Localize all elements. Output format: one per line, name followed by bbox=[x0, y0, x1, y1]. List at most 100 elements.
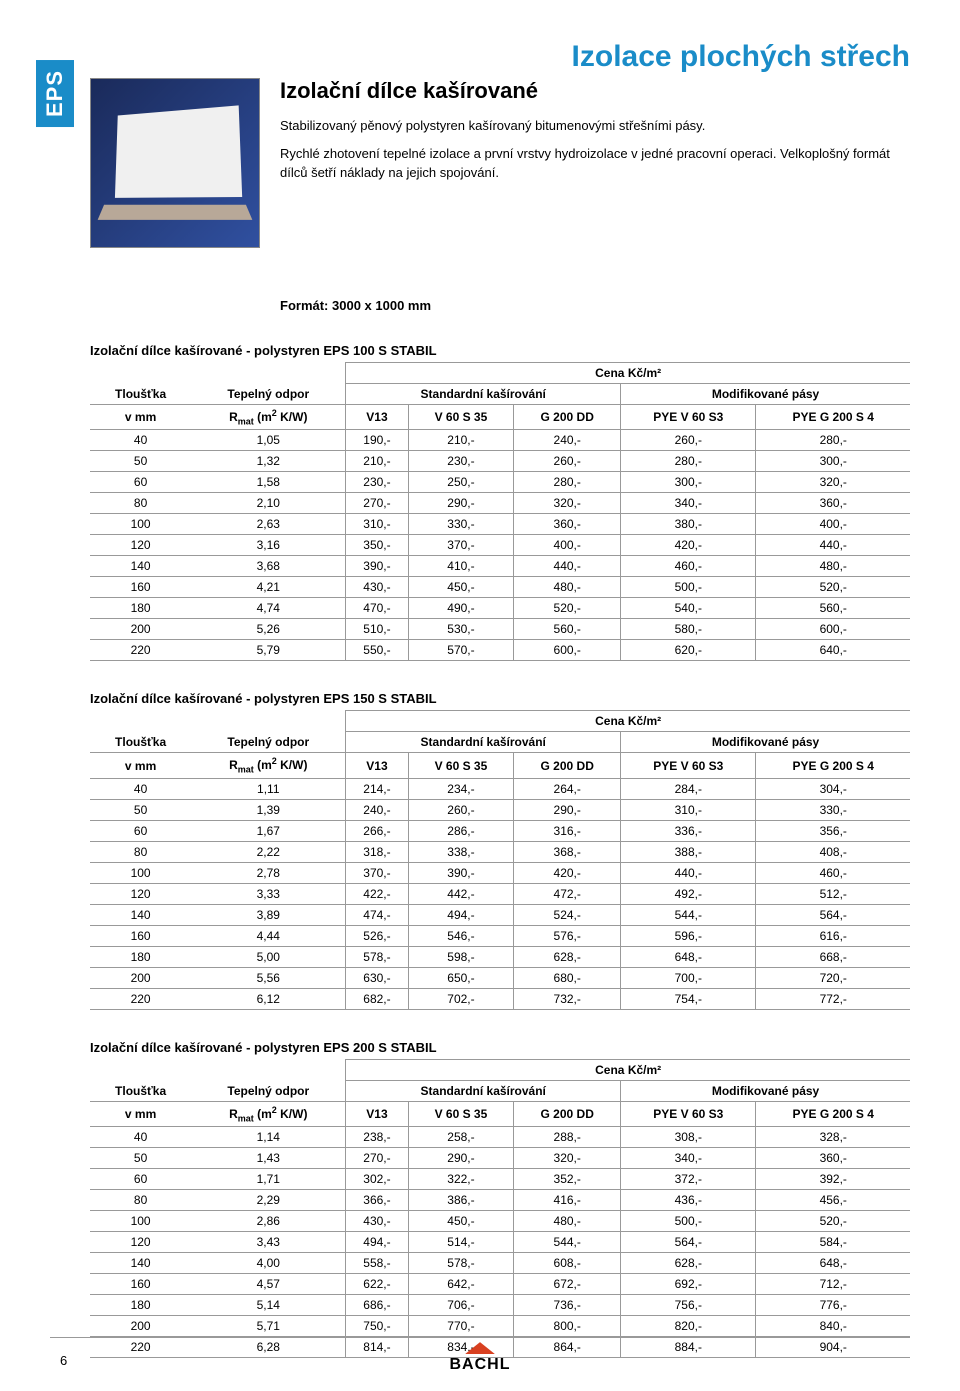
table-cell: 494,- bbox=[346, 1232, 408, 1253]
table-cell: 3,43 bbox=[191, 1232, 346, 1253]
col-v60: V 60 S 35 bbox=[408, 405, 514, 430]
table-cell: 328,- bbox=[756, 1127, 910, 1148]
table-cell: 480,- bbox=[756, 556, 910, 577]
table-cell: 1,11 bbox=[191, 778, 346, 799]
table-cell: 450,- bbox=[408, 577, 514, 598]
price-table: Cena Kč/m²TloušťkaTepelný odporStandardn… bbox=[90, 710, 910, 1009]
table-cell: 800,- bbox=[514, 1316, 621, 1337]
col-g200: G 200 DD bbox=[514, 1101, 621, 1126]
col-resist: Tepelný odpor bbox=[191, 384, 346, 405]
table-row: 501,32210,-230,-260,-280,-300,- bbox=[90, 451, 910, 472]
col-v60: V 60 S 35 bbox=[408, 753, 514, 778]
col-resist-unit: Rmat (m2 K/W) bbox=[191, 753, 346, 778]
table-cell: 200 bbox=[90, 967, 191, 988]
table-cell: 600,- bbox=[514, 640, 621, 661]
table-cell: 544,- bbox=[621, 904, 756, 925]
table-cell: 60 bbox=[90, 472, 191, 493]
table-row: 2206,12682,-702,-732,-754,-772,- bbox=[90, 988, 910, 1009]
table-cell: 80 bbox=[90, 841, 191, 862]
col-g200: G 200 DD bbox=[514, 753, 621, 778]
product-image bbox=[90, 78, 260, 248]
table-cell: 560,- bbox=[514, 619, 621, 640]
table-cell: 40 bbox=[90, 430, 191, 451]
subtitle: Izolační dílce kašírované bbox=[280, 78, 910, 104]
table-cell: 430,- bbox=[346, 1211, 408, 1232]
table-cell: 420,- bbox=[514, 862, 621, 883]
table-cell: 4,44 bbox=[191, 925, 346, 946]
table-cell: 250,- bbox=[408, 472, 514, 493]
table-cell: 308,- bbox=[621, 1127, 756, 1148]
table-cell: 564,- bbox=[756, 904, 910, 925]
table-cell: 340,- bbox=[621, 1148, 756, 1169]
table-cell: 460,- bbox=[621, 556, 756, 577]
table-cell: 578,- bbox=[346, 946, 408, 967]
table-cell: 214,- bbox=[346, 778, 408, 799]
table-cell: 4,57 bbox=[191, 1274, 346, 1295]
price-unit-header: Cena Kč/m² bbox=[346, 711, 910, 732]
table-row: 802,22318,-338,-368,-388,-408,- bbox=[90, 841, 910, 862]
table-cell: 100 bbox=[90, 514, 191, 535]
col-thickness: Tloušťka bbox=[90, 732, 191, 753]
table-cell: 140 bbox=[90, 1253, 191, 1274]
table-cell: 672,- bbox=[514, 1274, 621, 1295]
table-cell: 5,26 bbox=[191, 619, 346, 640]
table-cell: 2,86 bbox=[191, 1211, 346, 1232]
table-cell: 558,- bbox=[346, 1253, 408, 1274]
table-cell: 160 bbox=[90, 1274, 191, 1295]
table-cell: 120 bbox=[90, 883, 191, 904]
table-cell: 512,- bbox=[756, 883, 910, 904]
table-cell: 238,- bbox=[346, 1127, 408, 1148]
table-cell: 5,14 bbox=[191, 1295, 346, 1316]
table-cell: 440,- bbox=[514, 556, 621, 577]
col-group-mod: Modifikované pásy bbox=[621, 384, 910, 405]
table-cell: 530,- bbox=[408, 619, 514, 640]
table-cell: 608,- bbox=[514, 1253, 621, 1274]
table-cell: 4,74 bbox=[191, 598, 346, 619]
table-cell: 120 bbox=[90, 1232, 191, 1253]
table-cell: 100 bbox=[90, 1211, 191, 1232]
table-cell: 500,- bbox=[621, 1211, 756, 1232]
table-cell: 372,- bbox=[621, 1169, 756, 1190]
table-cell: 390,- bbox=[408, 862, 514, 883]
table-cell: 3,33 bbox=[191, 883, 346, 904]
brand-logo: BACHL bbox=[450, 1342, 511, 1374]
table-cell: 648,- bbox=[621, 946, 756, 967]
table-cell: 680,- bbox=[514, 967, 621, 988]
col-pyeg200: PYE G 200 S 4 bbox=[756, 753, 910, 778]
table-cell: 140 bbox=[90, 556, 191, 577]
format-label: Formát: 3000 x 1000 mm bbox=[280, 298, 910, 313]
table-cell: 450,- bbox=[408, 1211, 514, 1232]
table-cell: 400,- bbox=[756, 514, 910, 535]
table-cell: 80 bbox=[90, 1190, 191, 1211]
price-table: Cena Kč/m²TloušťkaTepelný odporStandardn… bbox=[90, 1059, 910, 1358]
table-row: 2005,71750,-770,-800,-820,-840,- bbox=[90, 1316, 910, 1337]
roof-icon bbox=[465, 1342, 495, 1354]
table-cell: 400,- bbox=[514, 535, 621, 556]
table-row: 2005,26510,-530,-560,-580,-600,- bbox=[90, 619, 910, 640]
table-cell: 360,- bbox=[756, 493, 910, 514]
table-cell: 120 bbox=[90, 535, 191, 556]
table-cell: 472,- bbox=[514, 883, 621, 904]
col-thickness-unit: v mm bbox=[90, 1101, 191, 1126]
table-cell: 470,- bbox=[346, 598, 408, 619]
table-cell: 520,- bbox=[514, 598, 621, 619]
col-thickness: Tloušťka bbox=[90, 384, 191, 405]
table-cell: 440,- bbox=[756, 535, 910, 556]
table-cell: 368,- bbox=[514, 841, 621, 862]
table-cell: 408,- bbox=[756, 841, 910, 862]
description-1: Stabilizovaný pěnový polystyren kašírova… bbox=[280, 116, 910, 136]
table-cell: 302,- bbox=[346, 1169, 408, 1190]
table-cell: 1,71 bbox=[191, 1169, 346, 1190]
table-cell: 1,58 bbox=[191, 472, 346, 493]
table-cell: 300,- bbox=[621, 472, 756, 493]
table-cell: 580,- bbox=[621, 619, 756, 640]
table-title: Izolační dílce kašírované - polystyren E… bbox=[90, 691, 910, 706]
col-pyeg200: PYE G 200 S 4 bbox=[756, 405, 910, 430]
table-cell: 200 bbox=[90, 619, 191, 640]
table-cell: 712,- bbox=[756, 1274, 910, 1295]
table-cell: 380,- bbox=[621, 514, 756, 535]
table-cell: 628,- bbox=[514, 946, 621, 967]
table-cell: 180 bbox=[90, 1295, 191, 1316]
table-cell: 260,- bbox=[621, 430, 756, 451]
table-cell: 3,68 bbox=[191, 556, 346, 577]
